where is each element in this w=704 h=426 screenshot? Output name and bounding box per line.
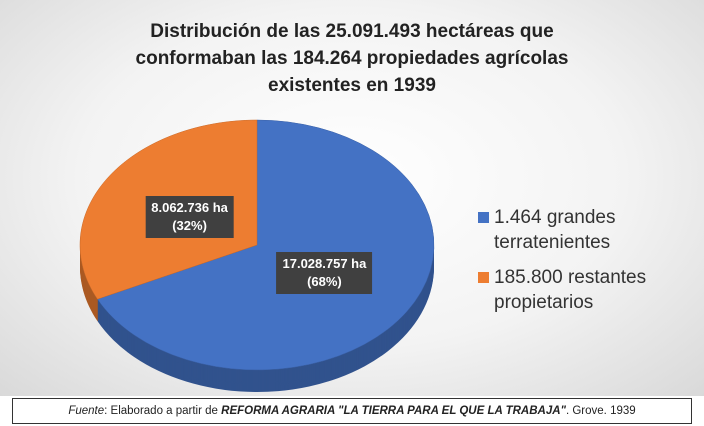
chart-title: Distribución de las 25.091.493 hectáreas… <box>0 18 704 99</box>
legend-item: 185.800 restantes propietarios <box>478 265 678 315</box>
data-label-value: 8.062.736 ha <box>151 200 228 216</box>
data-label: 8.062.736 ha (32%) <box>145 196 234 239</box>
data-label: 17.028.757 ha (68%) <box>276 251 373 294</box>
source-part: . Grove. 1939 <box>565 405 636 417</box>
data-label-value: 17.028.757 ha <box>282 255 367 271</box>
title-line: existentes en 1939 <box>268 75 436 96</box>
pie <box>79 119 435 392</box>
source-part: : Elaborado a partir de <box>104 405 222 417</box>
legend: 1.464 grandes terratenientes 185.800 rest… <box>478 205 678 325</box>
legend-label: 1.464 grandes terratenientes <box>494 207 616 253</box>
source-note: Fuente: Elaborado a partir de REFORMA AG… <box>12 398 692 424</box>
data-label-percent: (32%) <box>172 218 207 234</box>
data-label-percent: (68%) <box>307 273 342 289</box>
title-line: conformaban las 184.264 propiedades agrí… <box>135 48 569 69</box>
title-line: Distribución de las 25.091.493 hectáreas… <box>150 21 554 42</box>
legend-item: 1.464 grandes terratenientes <box>478 205 678 255</box>
chart-area: Distribución de las 25.091.493 hectáreas… <box>0 0 704 396</box>
legend-label: 185.800 restantes propietarios <box>494 267 647 313</box>
legend-swatch <box>478 212 489 223</box>
legend-swatch <box>478 272 489 283</box>
source-part: Fuente <box>68 405 105 417</box>
source-part: REFORMA AGRARIA "LA TIERRA PARA EL QUE L… <box>221 405 566 417</box>
slice <box>97 119 435 371</box>
